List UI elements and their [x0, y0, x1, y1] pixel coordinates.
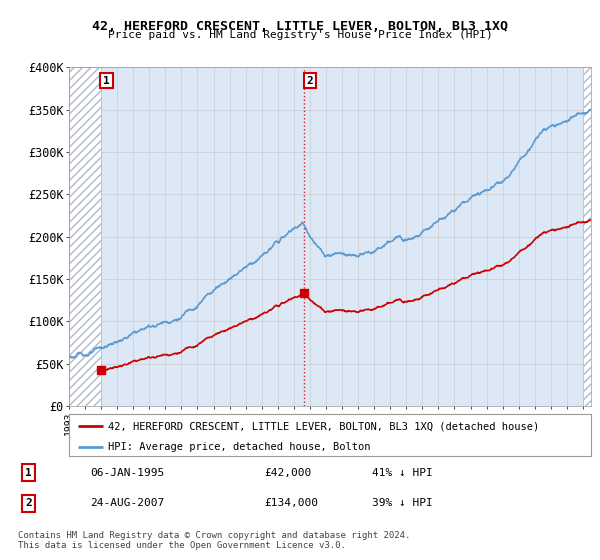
- Text: £42,000: £42,000: [264, 468, 311, 478]
- Text: 2: 2: [25, 498, 32, 508]
- Text: 2: 2: [307, 76, 313, 86]
- Bar: [69, 67, 101, 406]
- Bar: [583, 67, 591, 406]
- Text: 41% ↓ HPI: 41% ↓ HPI: [372, 468, 433, 478]
- Text: 42, HEREFORD CRESCENT, LITTLE LEVER, BOLTON, BL3 1XQ (detached house): 42, HEREFORD CRESCENT, LITTLE LEVER, BOL…: [108, 421, 539, 431]
- Text: 24-AUG-2007: 24-AUG-2007: [90, 498, 164, 508]
- Text: 06-JAN-1995: 06-JAN-1995: [90, 468, 164, 478]
- Text: 42, HEREFORD CRESCENT, LITTLE LEVER, BOLTON, BL3 1XQ: 42, HEREFORD CRESCENT, LITTLE LEVER, BOL…: [92, 20, 508, 32]
- Text: Contains HM Land Registry data © Crown copyright and database right 2024.
This d: Contains HM Land Registry data © Crown c…: [18, 530, 410, 550]
- Text: Price paid vs. HM Land Registry's House Price Index (HPI): Price paid vs. HM Land Registry's House …: [107, 30, 493, 40]
- Text: 1: 1: [25, 468, 32, 478]
- Text: £134,000: £134,000: [264, 498, 318, 508]
- Text: 1: 1: [103, 76, 110, 86]
- Text: 39% ↓ HPI: 39% ↓ HPI: [372, 498, 433, 508]
- Text: HPI: Average price, detached house, Bolton: HPI: Average price, detached house, Bolt…: [108, 442, 371, 452]
